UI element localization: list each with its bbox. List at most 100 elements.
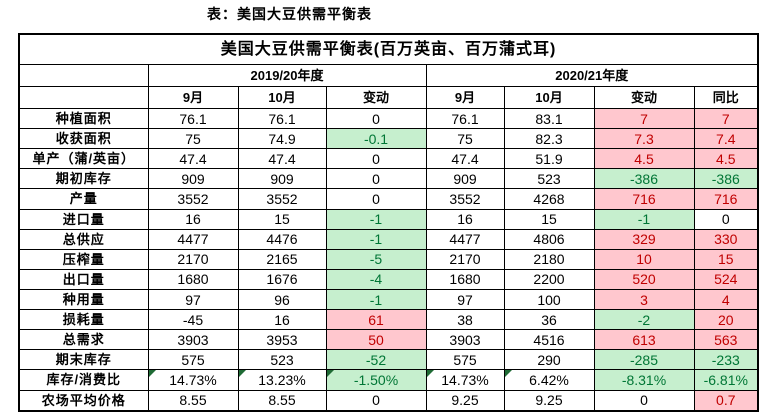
value-cell: 50 bbox=[325, 329, 427, 351]
table-row: 产量 3552 3552 0 3552 4268 716 716 bbox=[18, 188, 759, 210]
value-cell: 4268 bbox=[503, 188, 595, 210]
month-header-row: 9月 10月 变动 9月 10月 变动 同比 bbox=[18, 86, 759, 109]
row-label: 产量 bbox=[18, 188, 149, 210]
value-cell: 6.42% bbox=[503, 369, 595, 391]
row-label: 损耗量 bbox=[18, 309, 149, 331]
row-label: 期末库存 bbox=[18, 349, 149, 371]
row-label: 压榨量 bbox=[18, 248, 149, 270]
row-label: 库存/消费比 bbox=[18, 369, 149, 391]
table-title-row: 美国大豆供需平衡表(百万英亩、百万蒲式耳) bbox=[18, 33, 759, 65]
table-caption: 表：美国大豆供需平衡表 bbox=[207, 6, 372, 22]
value-cell: -5 bbox=[325, 248, 427, 270]
col-header-sep: 9月 bbox=[147, 86, 239, 109]
value-cell: -285 bbox=[593, 349, 695, 371]
value-cell: 4477 bbox=[147, 228, 239, 250]
value-cell: 16 bbox=[147, 208, 239, 230]
value-cell: -2 bbox=[593, 309, 695, 331]
value-cell: 909 bbox=[237, 168, 327, 190]
value-cell: 8.55 bbox=[147, 389, 239, 412]
table-row: 进口量 16 15 -1 16 15 -1 0 bbox=[18, 208, 759, 230]
col-header-sep: 9月 bbox=[425, 86, 505, 109]
value-cell: 9.25 bbox=[425, 389, 505, 412]
value-cell: 16 bbox=[237, 309, 327, 331]
row-label: 总需求 bbox=[18, 329, 149, 351]
value-cell: 575 bbox=[147, 349, 239, 371]
table-row: 压榨量 2170 2165 -5 2170 2180 10 15 bbox=[18, 248, 759, 270]
value-cell: 563 bbox=[693, 329, 759, 351]
value-cell: -6.81% bbox=[693, 369, 759, 391]
table-row: 收获面积 75 74.9 -0.1 75 82.3 7.3 7.4 bbox=[18, 128, 759, 150]
value-cell: 0 bbox=[325, 148, 427, 170]
value-cell: 47.4 bbox=[147, 148, 239, 170]
value-cell: 38 bbox=[425, 309, 505, 331]
cell-corner-flag-icon bbox=[505, 370, 512, 378]
table-row: 出口量 1680 1676 -4 1680 2200 520 524 bbox=[18, 268, 759, 290]
value-cell: 0 bbox=[325, 168, 427, 190]
value-cell: 76.1 bbox=[237, 107, 327, 130]
value-cell: -233 bbox=[693, 349, 759, 371]
value-cell: 3903 bbox=[147, 329, 239, 351]
value-cell: 20 bbox=[693, 309, 759, 331]
value-cell: 7 bbox=[693, 107, 759, 130]
value-cell: -45 bbox=[147, 309, 239, 331]
value-cell: 61 bbox=[325, 309, 427, 331]
value-cell: 16 bbox=[425, 208, 505, 230]
value-cell: 4 bbox=[693, 288, 759, 311]
value-cell: 7 bbox=[593, 107, 695, 130]
value-cell: -386 bbox=[693, 168, 759, 190]
table-row: 损耗量 -45 16 61 38 36 -2 20 bbox=[18, 309, 759, 331]
value-cell: 909 bbox=[147, 168, 239, 190]
row-label: 进口量 bbox=[18, 208, 149, 230]
row-label: 农场平均价格 bbox=[18, 389, 149, 412]
value-cell: 47.4 bbox=[425, 148, 505, 170]
soybean-balance-table: 美国大豆供需平衡表(百万英亩、百万蒲式耳) 2019/20年度 2020/21年… bbox=[18, 33, 760, 412]
value-cell: 2180 bbox=[503, 248, 595, 270]
value-cell: 909 bbox=[425, 168, 505, 190]
cell-corner-flag-icon bbox=[239, 370, 246, 378]
col-header-yoy: 同比 bbox=[693, 86, 759, 109]
value-cell: 100 bbox=[503, 288, 595, 311]
year-group-row: 2019/20年度 2020/21年度 bbox=[18, 64, 759, 87]
value-cell: -1 bbox=[593, 208, 695, 230]
row-label: 单产（蒲/英亩） bbox=[18, 148, 149, 170]
value-cell: 14.73% bbox=[425, 369, 505, 391]
value-cell: 0.7 bbox=[693, 389, 759, 412]
value-cell: 3903 bbox=[425, 329, 505, 351]
value-cell: 1676 bbox=[237, 268, 327, 290]
value-cell: 3552 bbox=[425, 188, 505, 210]
value-cell: 3 bbox=[593, 288, 695, 311]
value-cell: 523 bbox=[503, 168, 595, 190]
table-row: 期末库存 575 523 -52 575 290 -285 -233 bbox=[18, 349, 759, 371]
value-cell: 75 bbox=[147, 128, 239, 150]
value-cell: 4477 bbox=[425, 228, 505, 250]
value-cell: 330 bbox=[693, 228, 759, 250]
table-row: 种植面积 76.1 76.1 0 76.1 83.1 7 7 bbox=[18, 107, 759, 130]
value-cell: 76.1 bbox=[425, 107, 505, 130]
value-cell: 0 bbox=[593, 389, 695, 412]
value-cell: 4.5 bbox=[593, 148, 695, 170]
value-cell: 524 bbox=[693, 268, 759, 290]
value-cell: 329 bbox=[593, 228, 695, 250]
value-cell: 3552 bbox=[147, 188, 239, 210]
table-row: 农场平均价格 8.55 8.55 0 9.25 9.25 0 0.7 bbox=[18, 389, 759, 412]
table-row: 总需求 3903 3953 50 3903 4516 613 563 bbox=[18, 329, 759, 351]
value-cell: 96 bbox=[237, 288, 327, 311]
value-cell: 76.1 bbox=[147, 107, 239, 130]
value-cell: 1680 bbox=[425, 268, 505, 290]
value-cell: 4806 bbox=[503, 228, 595, 250]
value-cell: 13.23% bbox=[237, 369, 327, 391]
value-cell: 716 bbox=[693, 188, 759, 210]
value-cell: 3552 bbox=[237, 188, 327, 210]
table-row: 库存/消费比 14.73% 13.23% -1.50% 14.73% 6.42% -8.31… bbox=[18, 369, 759, 391]
value-cell: 0 bbox=[325, 188, 427, 210]
col-header-oct: 10月 bbox=[503, 86, 595, 109]
value-cell: 15 bbox=[503, 208, 595, 230]
corner-cell bbox=[18, 64, 149, 87]
row-label: 种用量 bbox=[18, 288, 149, 311]
value-cell: 7.4 bbox=[693, 128, 759, 150]
value-cell: 716 bbox=[593, 188, 695, 210]
value-cell: 14.73% bbox=[147, 369, 239, 391]
value-cell: 520 bbox=[593, 268, 695, 290]
value-cell: 83.1 bbox=[503, 107, 595, 130]
value-cell: -1 bbox=[325, 208, 427, 230]
